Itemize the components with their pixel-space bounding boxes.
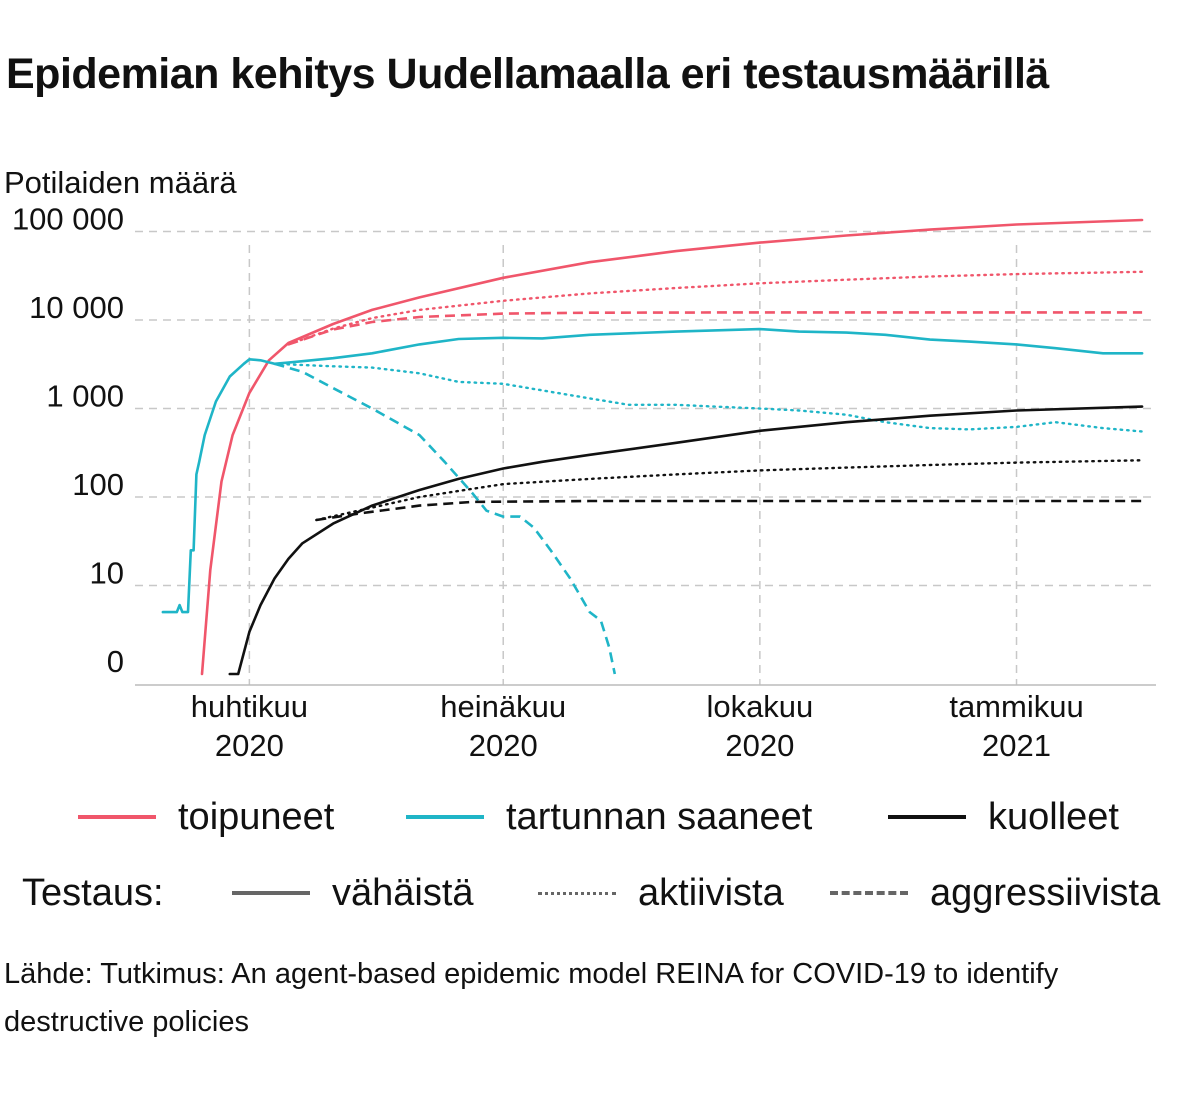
x-tick-label: tammikuu: [949, 689, 1083, 724]
y-tick-label: 10: [90, 556, 124, 591]
legend-swatch-vahaista: [232, 891, 310, 895]
legend-item-kuolleet: kuolleet: [888, 792, 1119, 842]
legend-item-aktiivista: aktiivista: [538, 868, 784, 918]
y-tick-label: 0: [107, 644, 124, 679]
x-tick-label: 2021: [982, 728, 1051, 763]
legend-testing-title: Testaus:: [22, 872, 164, 914]
y-tick-label: 100: [72, 467, 124, 502]
series-line-toipuneet-dashed: [287, 311, 1143, 346]
legend-item-tartunnan-saaneet: tartunnan saaneet: [406, 792, 812, 842]
series-line-kuolleet-dashed: [316, 499, 1143, 522]
legend-label-aktiivista: aktiivista: [638, 871, 784, 914]
series-line-kuolleet-dotted: [315, 459, 1144, 522]
grid: [135, 230, 1156, 685]
series-line-tartunnan-saaneet-solid: [161, 327, 1144, 614]
legend-label-aggressiivista: aggressiivista: [930, 871, 1161, 914]
legend-swatch-tartunnan-saaneet: [406, 815, 484, 819]
legend-label-tartunnan-saaneet: tartunnan saaneet: [506, 795, 813, 838]
y-tick-label: 10 000: [29, 290, 124, 325]
y-tick-label: 1 000: [46, 379, 124, 414]
y-tick-label: 100 000: [12, 202, 124, 237]
chart-plot: Potilaiden määrä 0 10 100 1 000 10 000 100 00…: [4, 165, 1156, 763]
x-tick-label: 2020: [469, 728, 538, 763]
x-tick-label: heinäkuu: [440, 689, 566, 724]
series-line-kuolleet-solid: [228, 405, 1144, 676]
series-line-tartunnan-saaneet-dashed: [274, 362, 617, 675]
legend-label-vahaista: vähäistä: [332, 871, 474, 914]
legend-item-aggressiivista: aggressiivista: [830, 868, 1160, 918]
legend-item-vahaista: vähäistä: [232, 868, 474, 918]
axes: 0 10 100 1 000 10 000 100 000 huhtikuu 2020 hein…: [12, 202, 1156, 763]
series-line-tartunnan-saaneet-dotted: [273, 362, 1144, 433]
source-note: Lähde: Tutkimus: An agent-based epidemic…: [4, 958, 1059, 1038]
legend-item-toipuneet: toipuneet: [78, 792, 334, 842]
series-lines: [161, 218, 1144, 676]
x-tick-label: lokakuu: [706, 689, 813, 724]
legend-testing: Testaus: vähäistä aktiivista aggressiivi…: [0, 868, 1199, 918]
legend-swatch-aktiivista: [538, 891, 616, 895]
series-line-toipuneet-dotted: [287, 270, 1144, 346]
legend-swatch-toipuneet: [78, 815, 156, 819]
legend-swatch-aggressiivista: [830, 891, 908, 895]
legend-label-toipuneet: toipuneet: [178, 795, 335, 838]
legend-groups: toipuneet tartunnan saaneet kuolleet: [0, 792, 1199, 842]
chart-title: Epidemian kehitys Uudellamaalla eri test…: [6, 50, 1049, 98]
y-axis-label: Potilaiden määrä: [4, 165, 237, 200]
legend-label-kuolleet: kuolleet: [988, 795, 1119, 838]
series-line-toipuneet-solid: [200, 218, 1144, 676]
x-tick-label: 2020: [215, 728, 284, 763]
legend-swatch-kuolleet: [888, 815, 966, 819]
x-tick-label: 2020: [725, 728, 794, 763]
x-tick-label: huhtikuu: [191, 689, 308, 724]
